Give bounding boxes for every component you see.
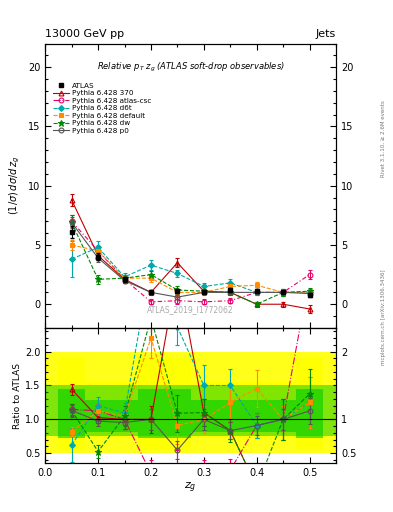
Bar [191,382,217,438]
Bar [270,382,296,438]
Text: ATLAS_2019_I1772062: ATLAS_2019_I1772062 [147,305,234,314]
Bar [296,358,323,450]
Y-axis label: Ratio to ATLAS: Ratio to ATLAS [13,362,22,429]
Bar [191,400,217,432]
Bar [164,358,191,450]
Bar [111,382,138,438]
Bar [85,400,111,432]
Bar [59,358,85,450]
Text: Relative $p_T$ $z_g$ (ATLAS soft-drop observables): Relative $p_T$ $z_g$ (ATLAS soft-drop ob… [97,60,285,74]
Bar [111,400,138,432]
Y-axis label: $(1/\sigma)\,d\sigma/d\,z_g$: $(1/\sigma)\,d\sigma/d\,z_g$ [8,156,22,216]
Text: Jets: Jets [316,29,336,39]
Legend: ATLAS, Pythia 6.428 370, Pythia 6.428 atlas-csc, Pythia 6.428 d6t, Pythia 6.428 : ATLAS, Pythia 6.428 370, Pythia 6.428 at… [52,81,153,135]
Bar [85,382,111,438]
Bar [217,400,244,432]
Bar [244,382,270,438]
Bar [244,400,270,432]
Bar [296,389,323,438]
Bar [138,358,164,450]
X-axis label: $z_g$: $z_g$ [184,481,197,496]
Text: Rivet 3.1.10, ≥ 2.6M events: Rivet 3.1.10, ≥ 2.6M events [381,100,386,177]
Bar [164,389,191,438]
Bar [217,382,244,438]
Bar [138,389,164,438]
Text: mcplots.cern.ch [arXiv:1306.3436]: mcplots.cern.ch [arXiv:1306.3436] [381,270,386,365]
Bar [270,400,296,432]
Text: 13000 GeV pp: 13000 GeV pp [45,29,124,39]
Bar [59,389,85,438]
